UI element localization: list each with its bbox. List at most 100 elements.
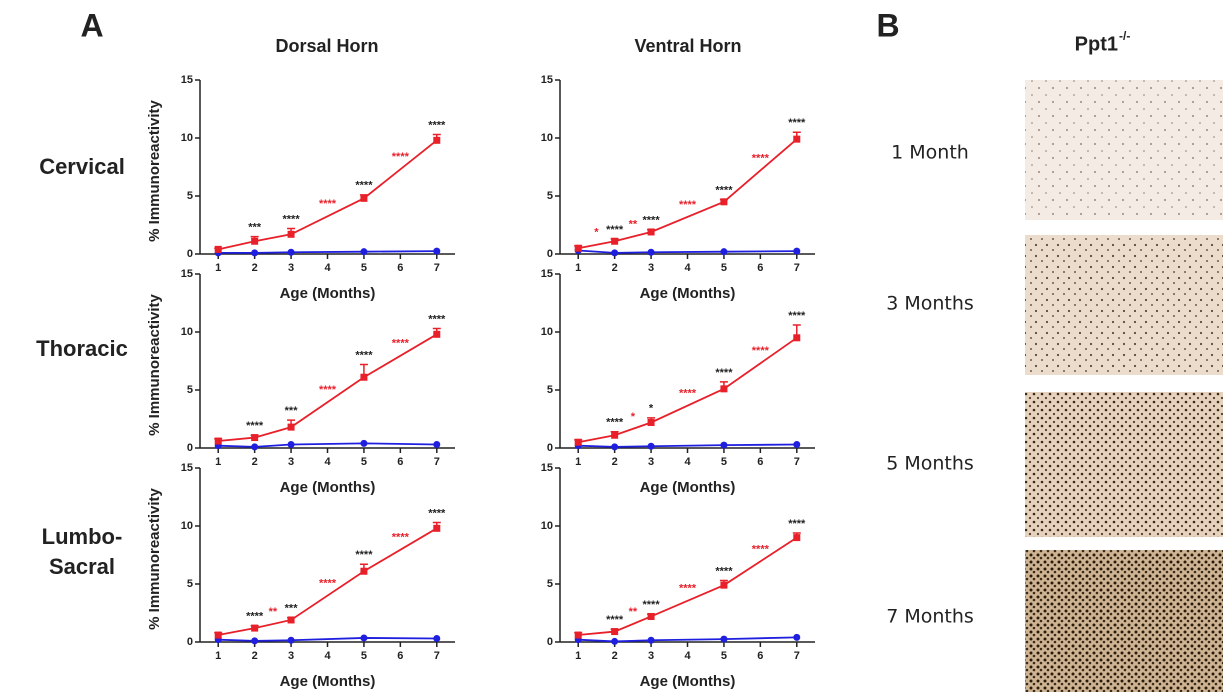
image-panel-title-superscript: -/- bbox=[1119, 29, 1130, 43]
significance-label: **** bbox=[679, 199, 697, 211]
x-tick-label: 3 bbox=[648, 650, 654, 662]
x-tick-label: 3 bbox=[648, 262, 654, 274]
x-tick-label: 6 bbox=[757, 262, 763, 274]
x-tick-label: 2 bbox=[612, 650, 618, 662]
point bbox=[648, 613, 655, 620]
point bbox=[793, 334, 800, 341]
x-tick-label: 2 bbox=[612, 456, 618, 468]
row-label: Sacral bbox=[49, 554, 115, 579]
point bbox=[720, 442, 727, 449]
point bbox=[288, 424, 295, 431]
x-axis-label: Age (Months) bbox=[640, 285, 736, 302]
y-tick-label: 15 bbox=[181, 462, 193, 474]
significance-label: **** bbox=[319, 384, 337, 396]
micrograph bbox=[1025, 392, 1223, 537]
point bbox=[360, 440, 367, 447]
y-axis-label: % Immunoreactivity bbox=[146, 293, 163, 435]
point bbox=[288, 637, 295, 644]
point bbox=[793, 136, 800, 143]
x-axis-label: Age (Months) bbox=[280, 479, 376, 496]
significance-label: **** bbox=[788, 518, 806, 530]
point bbox=[648, 419, 655, 426]
image-label: 5 Months bbox=[886, 453, 974, 475]
x-tick-label: 7 bbox=[794, 262, 800, 274]
x-tick-label: 2 bbox=[252, 262, 258, 274]
x-axis-label: Age (Months) bbox=[280, 673, 376, 690]
x-tick-label: 1 bbox=[215, 456, 221, 468]
significance-label: **** bbox=[355, 349, 373, 361]
point bbox=[433, 635, 440, 642]
point bbox=[215, 632, 222, 639]
significance-label: **** bbox=[319, 578, 337, 590]
y-tick-label: 15 bbox=[541, 268, 553, 280]
x-tick-label: 5 bbox=[721, 262, 727, 274]
x-tick-label: 6 bbox=[397, 262, 403, 274]
x-tick-label: 5 bbox=[361, 262, 367, 274]
point bbox=[648, 249, 655, 256]
significance-label: **** bbox=[715, 565, 733, 577]
x-tick-label: 2 bbox=[252, 650, 258, 662]
x-tick-label: 3 bbox=[288, 456, 294, 468]
point bbox=[360, 634, 367, 641]
significance-label: **** bbox=[392, 532, 410, 544]
x-tick-label: 1 bbox=[215, 650, 221, 662]
x-tick-label: 4 bbox=[684, 262, 691, 274]
y-tick-label: 0 bbox=[187, 636, 193, 648]
point bbox=[288, 249, 295, 256]
x-tick-label: 7 bbox=[434, 262, 440, 274]
point bbox=[251, 238, 258, 245]
point bbox=[575, 632, 582, 639]
x-tick-label: 7 bbox=[434, 456, 440, 468]
point bbox=[575, 245, 582, 252]
x-tick-label: 2 bbox=[252, 456, 258, 468]
x-tick-label: 3 bbox=[648, 456, 654, 468]
image-panel-title: Ppt1 bbox=[1075, 33, 1118, 55]
x-tick-label: 7 bbox=[434, 650, 440, 662]
point bbox=[648, 228, 655, 235]
point bbox=[251, 249, 258, 256]
point bbox=[251, 434, 258, 441]
significance-label: **** bbox=[246, 611, 264, 623]
y-tick-label: 10 bbox=[181, 326, 193, 338]
row-label: Lumbo- bbox=[42, 524, 123, 549]
y-tick-label: 15 bbox=[541, 462, 553, 474]
significance-label: **** bbox=[643, 599, 661, 611]
x-tick-label: 4 bbox=[684, 650, 691, 662]
y-axis-label: % Immunoreactivity bbox=[146, 99, 163, 241]
significance-label: * bbox=[649, 403, 654, 415]
y-axis-label: % Immunoreactivity bbox=[146, 487, 163, 629]
row-label: Cervical bbox=[39, 154, 125, 179]
point bbox=[720, 248, 727, 255]
point bbox=[288, 616, 295, 623]
significance-label: **** bbox=[715, 184, 733, 196]
point bbox=[288, 441, 295, 448]
significance-label: **** bbox=[319, 198, 337, 210]
significance-label: *** bbox=[285, 405, 299, 417]
x-tick-label: 6 bbox=[397, 650, 403, 662]
significance-label: **** bbox=[752, 152, 770, 164]
y-tick-label: 5 bbox=[187, 384, 193, 396]
y-tick-label: 10 bbox=[181, 520, 193, 532]
panel-label: B bbox=[876, 7, 899, 43]
point bbox=[720, 582, 727, 589]
point bbox=[611, 628, 618, 635]
series-line bbox=[218, 251, 437, 253]
row-label: Thoracic bbox=[36, 336, 128, 361]
significance-label: **** bbox=[715, 367, 733, 379]
y-tick-label: 10 bbox=[541, 132, 553, 144]
significance-label: **** bbox=[606, 417, 624, 429]
x-tick-label: 1 bbox=[575, 650, 581, 662]
y-tick-label: 0 bbox=[187, 442, 193, 454]
x-tick-label: 3 bbox=[288, 650, 294, 662]
point bbox=[251, 637, 258, 644]
column-title: Dorsal Horn bbox=[275, 36, 378, 56]
figure: A B Dorsal Horn Ventral Horn Cervical Th… bbox=[0, 0, 1223, 692]
significance-label: **** bbox=[752, 543, 770, 555]
y-tick-label: 15 bbox=[181, 268, 193, 280]
x-axis-label: Age (Months) bbox=[640, 673, 736, 690]
point bbox=[215, 246, 222, 253]
significance-label: **** bbox=[606, 224, 624, 236]
y-tick-label: 0 bbox=[547, 636, 553, 648]
panel-label: A bbox=[80, 7, 103, 43]
x-tick-label: 7 bbox=[794, 650, 800, 662]
